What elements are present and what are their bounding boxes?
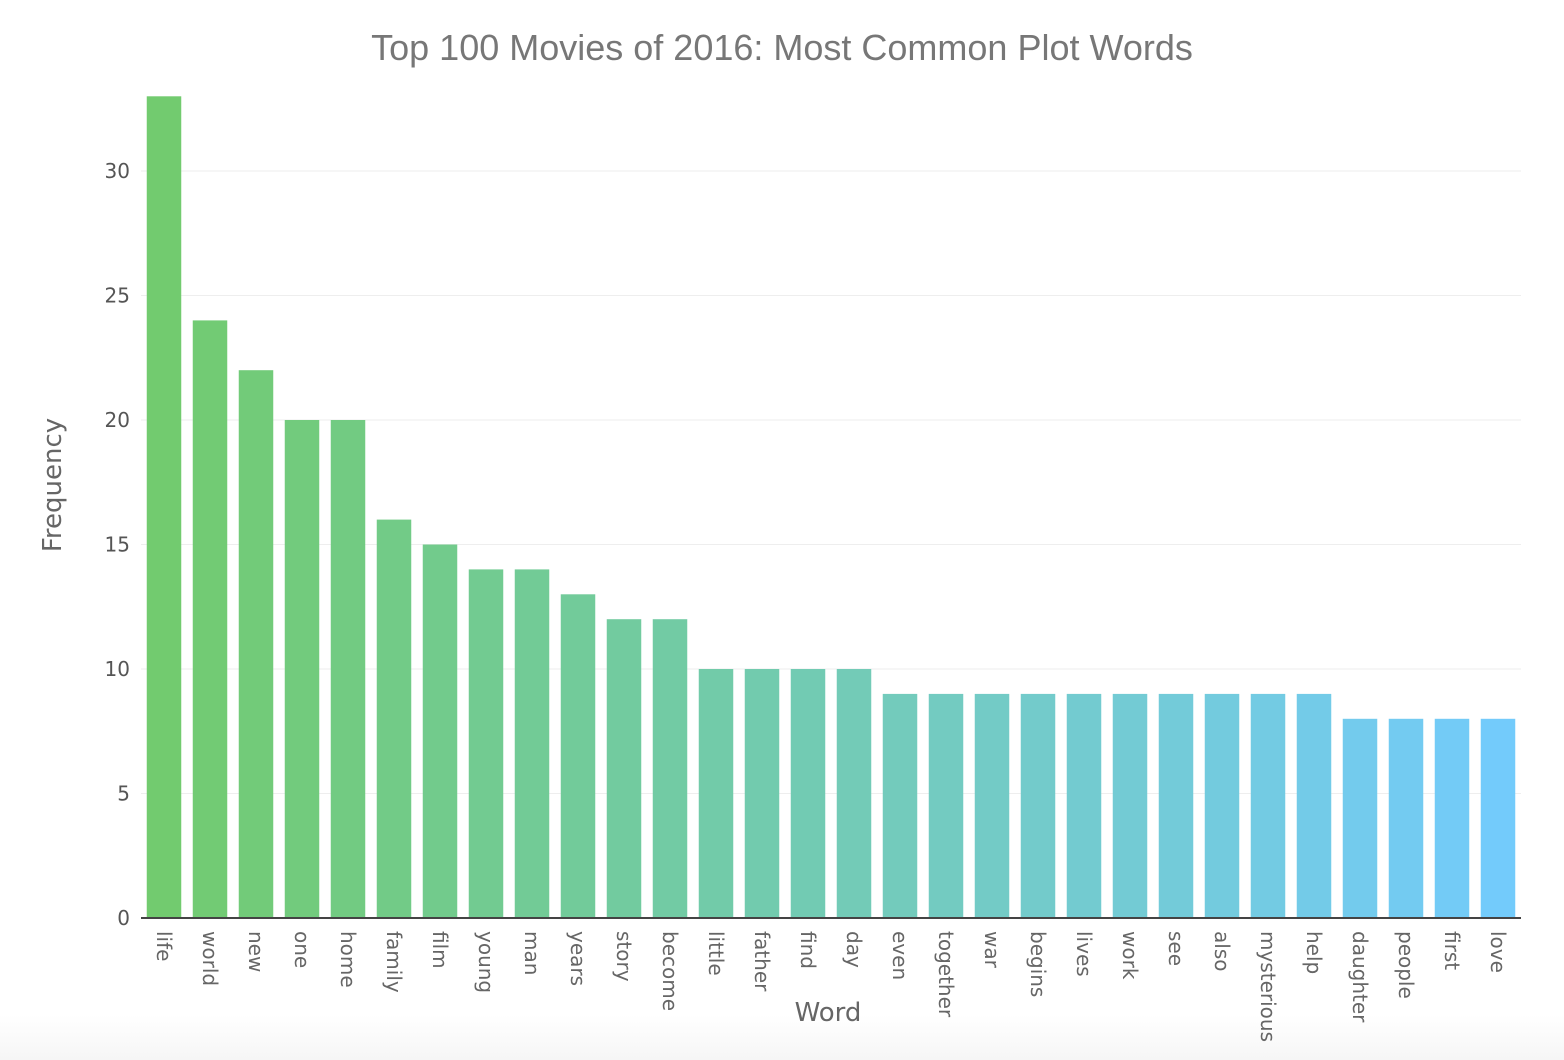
bar-new[interactable] [238, 370, 274, 918]
x-tick-label-home: home [336, 931, 360, 988]
bar-see[interactable] [1158, 693, 1194, 918]
x-axis-title: Word [795, 998, 862, 1028]
bar-also[interactable] [1204, 693, 1240, 918]
bar-first[interactable] [1434, 718, 1470, 918]
bar-father[interactable] [744, 669, 780, 918]
x-tick-label-daughter: daughter [1348, 931, 1372, 1023]
x-tick-label-years: years [566, 931, 590, 986]
chart-title: Top 100 Movies of 2016: Most Common Plot… [371, 27, 1193, 68]
y-axis-ticks: 0 5 10 15 20 25 30 [105, 159, 130, 930]
bar-love[interactable] [1480, 718, 1516, 918]
gridlines [141, 170, 1521, 794]
bar-begins[interactable] [1020, 693, 1056, 918]
bar-even[interactable] [882, 693, 918, 918]
x-tick-label-family: family [382, 931, 406, 993]
y-tick-label: 20 [105, 408, 130, 432]
x-tick-label-first: first [1440, 931, 1464, 970]
x-tick-label-find: find [796, 931, 820, 969]
x-tick-label-little: little [704, 931, 728, 976]
x-tick-label-life: life [152, 931, 176, 961]
bars [146, 96, 1516, 919]
bar-world[interactable] [192, 320, 228, 918]
bar-become[interactable] [652, 619, 688, 918]
bar-people[interactable] [1388, 718, 1424, 918]
y-tick-label: 5 [117, 782, 130, 806]
bar-life[interactable] [146, 96, 182, 919]
x-tick-label-together: together [934, 931, 958, 1018]
y-tick-label: 25 [105, 284, 130, 308]
y-tick-label: 30 [105, 159, 130, 183]
x-tick-label-film: film [428, 931, 452, 969]
bar-man[interactable] [514, 569, 550, 918]
x-tick-label-war: war [980, 931, 1004, 969]
x-tick-label-help: help [1302, 931, 1326, 974]
bar-mysterious[interactable] [1250, 693, 1286, 918]
x-tick-label-people: people [1394, 931, 1418, 999]
bar-story[interactable] [606, 619, 642, 918]
x-tick-label-also: also [1210, 931, 1234, 971]
bar-day[interactable] [836, 669, 872, 918]
x-tick-label-man: man [520, 931, 544, 975]
y-tick-label: 0 [117, 906, 130, 930]
x-tick-label-become: become [658, 931, 682, 1011]
bar-young[interactable] [468, 569, 504, 918]
bar-daughter[interactable] [1342, 718, 1378, 918]
bar-work[interactable] [1112, 693, 1148, 918]
x-tick-label-one: one [290, 931, 314, 968]
bar-film[interactable] [422, 544, 458, 919]
bar-family[interactable] [376, 519, 412, 918]
x-tick-label-world: world [198, 931, 222, 986]
bar-war[interactable] [974, 693, 1010, 918]
bar-one[interactable] [284, 420, 320, 918]
bar-find[interactable] [790, 669, 826, 918]
x-tick-label-see: see [1164, 931, 1188, 966]
bar-together[interactable] [928, 693, 964, 918]
bar-lives[interactable] [1066, 693, 1102, 918]
x-tick-label-lives: lives [1072, 931, 1096, 977]
x-axis-ticks: life world new one home family film young man yea… [152, 931, 1510, 1042]
x-tick-label-work: work [1118, 931, 1142, 980]
x-tick-label-begins: begins [1026, 931, 1050, 997]
y-axis-title: Frequency [38, 418, 68, 552]
x-tick-label-even: even [888, 931, 912, 980]
x-tick-label-story: story [612, 931, 636, 982]
bar-little[interactable] [698, 669, 734, 918]
bar-years[interactable] [560, 594, 596, 918]
y-tick-label: 15 [105, 533, 130, 557]
x-tick-label-young: young [474, 931, 498, 993]
x-tick-label-new: new [244, 931, 268, 972]
bar-home[interactable] [330, 420, 366, 918]
x-tick-label-love: love [1486, 931, 1510, 973]
bar-help[interactable] [1296, 693, 1332, 918]
x-tick-label-mysterious: mysterious [1256, 931, 1280, 1042]
y-tick-label: 10 [105, 657, 130, 681]
x-tick-label-day: day [842, 931, 866, 968]
x-tick-label-father: father [750, 931, 774, 992]
